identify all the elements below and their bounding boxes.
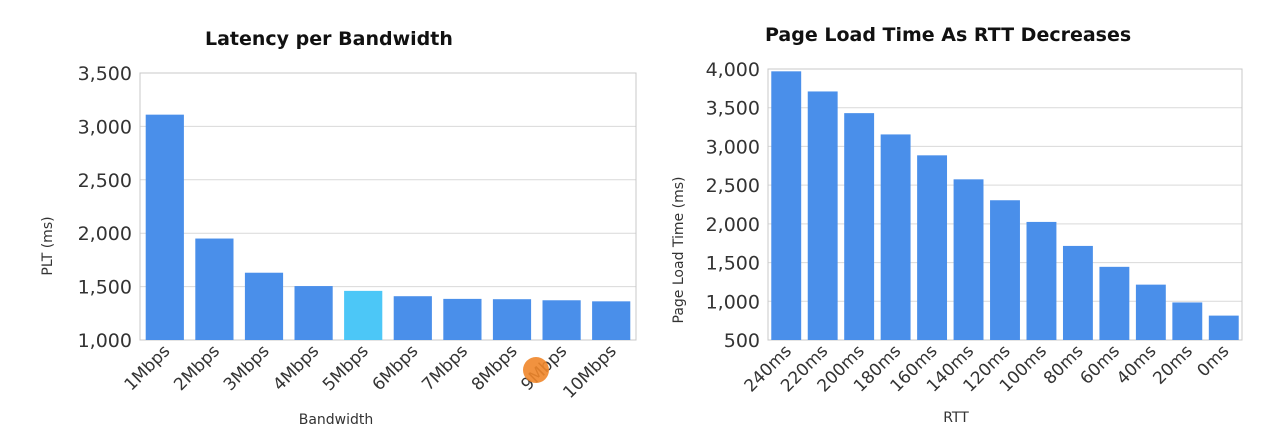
bar [771,71,802,340]
y-tick-label: 3,500 [78,63,132,85]
chart-panel-latency-per-bandwidth: Latency per Bandwidth 1,000 1,500 2,000 2,5… [40,28,637,428]
bar [195,238,234,340]
x-axis-title: RTT [943,410,969,426]
chart-panel-page-load-time: Page Load Time As RTT Decreases 500 1,000… [650,0,1274,445]
y-tick-label: 2,500 [706,175,760,197]
bar [1208,315,1239,340]
y-tick-label: 1,000 [78,330,132,352]
y-tick-label: 2,500 [78,170,132,192]
bar [393,296,432,340]
bar [344,290,383,340]
bar [953,179,984,340]
x-tick-label: 2Mbps [170,341,224,395]
y-tick-label: 3,000 [78,116,132,138]
y-tick-label: 2,000 [706,214,760,236]
bar [807,91,838,340]
bar [844,113,875,341]
bar [294,286,333,340]
bar [880,134,911,340]
y-tick-label: 1,000 [706,291,760,313]
bar [1172,302,1203,340]
bar [492,299,532,340]
chart-latency-per-bandwidth: 1,0001,5002,0002,5003,0003,5001Mbps2Mbps… [40,63,637,428]
x-tick-label: 10Mbps [559,341,620,402]
plot-frame [139,72,637,341]
bar [1026,221,1057,340]
x-tick-label: 20ms [1149,341,1197,389]
bar [592,301,631,340]
x-tick-label: 6Mbps [369,341,423,395]
bar [1135,284,1166,340]
y-tick-label: 4,000 [706,59,760,81]
x-tick-label: 4Mbps [269,341,323,395]
bar [917,155,948,340]
x-tick-label: 60ms [1076,341,1124,389]
y-tick-label: 500 [724,330,760,352]
y-tick-label: 2,000 [78,223,132,245]
bar [990,200,1020,340]
x-tick-label: 3Mbps [220,341,274,395]
bar [145,114,184,340]
x-axis-title: Bandwidth [299,412,374,428]
bar [1099,266,1130,340]
mouse-cursor-indicator [523,357,549,383]
y-tick-label: 3,000 [706,136,760,158]
x-tick-label: 40ms [1113,341,1161,389]
x-tick-label: 7Mbps [418,341,472,395]
bar [244,272,284,340]
chart-page-load-time-vs-rtt: 5001,0001,5002,0002,5003,0003,5004,00024… [671,59,1243,426]
y-axis-title: PLT (ms) [40,216,56,275]
x-tick-label: 80ms [1040,341,1088,389]
y-tick-label: 1,500 [78,277,132,299]
bar [1062,245,1093,340]
y-axis-title: Page Load Time (ms) [671,177,687,324]
y-tick-label: 1,500 [706,253,760,275]
x-tick-label: 8Mbps [468,341,522,395]
x-tick-label: 5Mbps [319,341,373,395]
chart-title: Page Load Time As RTT Decreases [765,24,1132,46]
bar [443,298,482,340]
chart-title: Latency per Bandwidth [205,28,453,50]
x-tick-label: 0ms [1194,341,1234,381]
y-tick-label: 3,500 [706,98,760,120]
bar [542,300,581,340]
